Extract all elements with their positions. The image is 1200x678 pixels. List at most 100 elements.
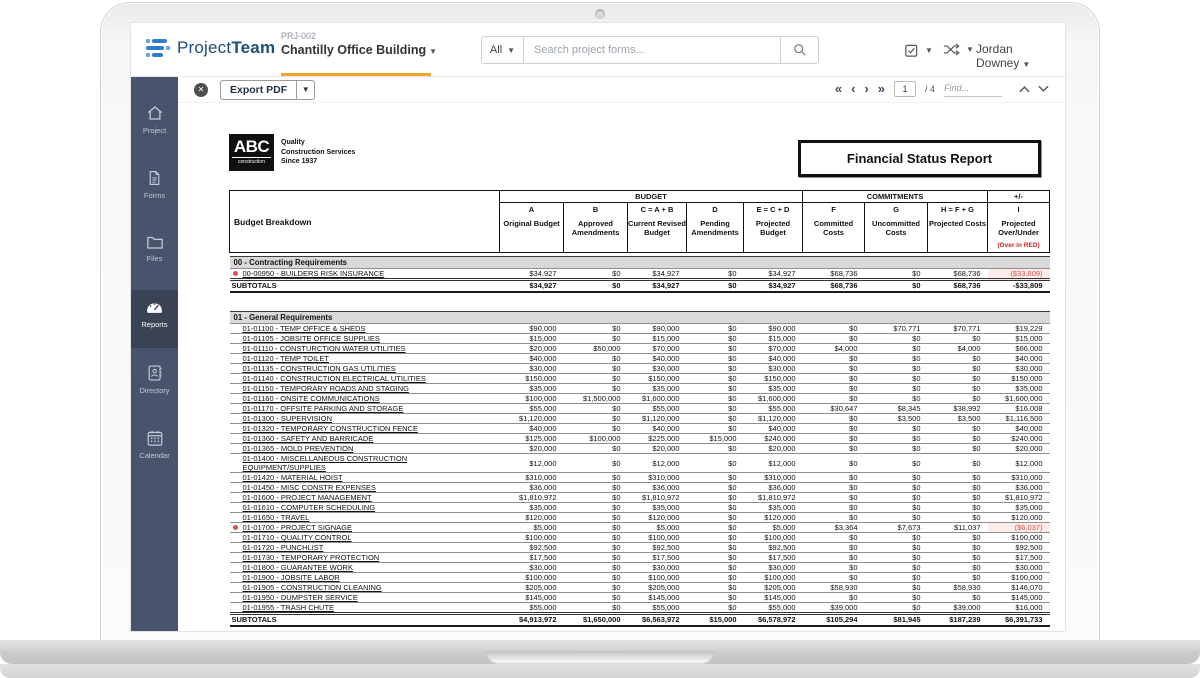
search-button[interactable] — [780, 37, 818, 63]
budget-line-link[interactable]: 01-01900 - JOBSITE LABOR — [242, 573, 340, 582]
budget-line-link[interactable]: 01-01710 - QUALITY CONTROL — [242, 533, 352, 542]
budget-line-row[interactable]: 01-01955 - TRASH CHUTE $55,000 $0 $55,000 $0… — [229, 602, 1050, 614]
budget-line-link[interactable]: 01-01320 - TEMPORARY CONSTRUCTION FENCE — [242, 424, 418, 433]
budget-line-link[interactable]: 01-01400 - MISCELLANEOUS CONSTRUCTION EQU… — [242, 454, 408, 472]
budget-line-row[interactable]: 01-01420 - MATERIAL HOIST $310,000 $0 $310,… — [229, 472, 1050, 483]
budget-line-row[interactable]: 01-01800 - GUARANTEE WORK $30,000 $0 $30,00… — [229, 562, 1050, 573]
next-page-button[interactable]: › — [864, 81, 869, 96]
budget-line-row[interactable]: 01-01365 - MOLD PREVENTION $20,000 $0 $20,0… — [229, 443, 1050, 454]
tasks-menu-button[interactable]: ▼ — [904, 43, 933, 58]
sidebar-item-directory[interactable]: Directory — [131, 355, 178, 413]
budget-line-row[interactable]: 01-01120 - TEMP TOILET $40,000 $0 $40,000 $0… — [229, 353, 1050, 364]
budget-line-row[interactable]: 01-01400 - MISCELLANEOUS CONSTRUCTION EQU… — [229, 453, 1050, 473]
budget-line-row[interactable]: 00-00950 - BUILDERS RISK INSURANCE $34,92… — [229, 268, 1050, 280]
budget-line-row[interactable]: 01-01450 - MISC CONSTR EXPENSES $36,000 $0… — [229, 482, 1050, 493]
budget-value: $1,810,972 — [743, 492, 803, 503]
budget-line-row[interactable]: 01-01150 - TEMPORARY ROADS AND STAGING $3… — [229, 383, 1050, 394]
budget-line-link[interactable]: 01-01150 - TEMPORARY ROADS AND STAGING — [242, 384, 409, 393]
budget-line-link[interactable]: 01-01650 - TRAVEL — [242, 513, 310, 522]
budget-line-link[interactable]: 01-01300 - SUPERVISION — [242, 414, 333, 423]
budget-line-link[interactable]: 01-01105 - JOBSITE OFFICE SUPPLIES — [242, 334, 380, 343]
search-input[interactable]: Search project forms... — [534, 44, 645, 56]
budget-line-row[interactable]: 01-01950 - DUMPSTER SERVICE $145,000 $0 $14… — [229, 592, 1050, 603]
last-page-button[interactable]: » — [877, 81, 885, 96]
budget-line-row[interactable]: 01-01650 - TRAVEL $120,000 $0 $120,000 $0 $12… — [229, 512, 1050, 523]
budget-line-link[interactable]: 01-01955 - TRASH CHUTE — [242, 603, 335, 612]
export-dropdown-toggle[interactable]: ▼ — [296, 81, 314, 99]
budget-line-row[interactable]: 01-01905 - CONSTRUCTION CLEANING $205,000… — [229, 582, 1050, 593]
budget-line-row[interactable]: 01-01700 - PROJECT SIGNAGE $5,000 $0 $5,000… — [229, 522, 1050, 533]
budget-line-link[interactable]: 01-01905 - CONSTRUCTION CLEANING — [242, 583, 382, 592]
budget-line-row[interactable]: 01-01110 - CONSTURCTION WATER UTILITIES $… — [229, 343, 1050, 354]
first-page-button[interactable]: « — [834, 81, 843, 96]
close-report-button[interactable]: ✕ — [194, 83, 208, 97]
sidebar-item-files[interactable]: Files — [131, 225, 178, 283]
budget-line-row[interactable]: 01-01360 - SAFETY AND BARRICADE $125,000 $… — [229, 433, 1050, 444]
budget-line-row[interactable]: 01-01135 - CONSTRUCTION GAS UTILITIES $30… — [229, 363, 1050, 374]
find-prev-button chevron-up-icon[interactable] — [1019, 85, 1030, 93]
budget-line-link[interactable]: 01-01730 - TEMPORARY PROTECTION — [242, 553, 380, 562]
brand-logo[interactable]: ProjectTeam — [146, 37, 275, 59]
budget-value: $40,000 — [987, 353, 1050, 364]
sidebar-item-forms[interactable]: Forms — [131, 160, 178, 218]
budget-line-link[interactable]: 01-01610 - COMPUTER SCHEDULING — [242, 503, 376, 512]
budget-line-link[interactable]: 01-01170 - OFFSITE PARKING AND STORAGE — [242, 404, 404, 413]
budget-line-row[interactable]: 01-01320 - TEMPORARY CONSTRUCTION FENCE $… — [229, 423, 1050, 434]
budget-line-link[interactable]: 01-01140 - CONSTRUCTION ELECTRICAL UTILI… — [242, 374, 426, 383]
budget-value: $0 — [802, 492, 865, 503]
budget-line-link[interactable]: 01-01160 - ONSITE COMMUNICATIONS — [242, 394, 380, 403]
budget-value: $0 — [563, 443, 628, 454]
budget-line-link[interactable]: 01-01360 - SAFETY AND BARRICADE — [242, 434, 374, 443]
budget-value: $0 — [563, 423, 628, 434]
budget-line-row[interactable]: 01-01160 - ONSITE COMMUNICATIONS $100,000… — [229, 393, 1050, 404]
budget-line-link[interactable]: 01-01100 - TEMP OFFICE & SHEDS — [242, 324, 366, 333]
budget-line-row[interactable]: 01-01300 - SUPERVISION $1,120,000 $0 $1,120… — [229, 413, 1050, 424]
prev-page-button[interactable]: ‹ — [851, 81, 856, 96]
search-filter-dropdown[interactable]: All ▼ — [482, 37, 524, 63]
budget-line-row[interactable]: 01-01600 - PROJECT MANAGEMENT $1,810,972 $… — [229, 492, 1050, 503]
budget-line-row[interactable]: 01-01730 - TEMPORARY PROTECTION $17,500 $0… — [229, 552, 1050, 563]
budget-value: $5,000 — [499, 522, 564, 533]
budget-line-row[interactable]: 01-01710 - QUALITY CONTROL $100,000 $0 $100… — [229, 532, 1050, 543]
chevron-down-icon: ▼ — [925, 46, 933, 55]
workflow-menu-button[interactable]: ▼ — [943, 43, 974, 56]
page-number-input[interactable]: 1 — [893, 81, 916, 97]
user-menu[interactable]: Jordan Downey ▼ — [976, 42, 1065, 70]
close-icon: ✕ — [197, 85, 205, 94]
budget-line-row[interactable]: 01-01140 - CONSTRUCTION ELECTRICAL UTILI… — [229, 373, 1050, 384]
budget-line-link[interactable]: 01-01800 - GUARANTEE WORK — [242, 563, 353, 572]
budget-line-link[interactable]: 00-00950 - BUILDERS RISK INSURANCE — [242, 269, 385, 278]
budget-line-link[interactable]: 01-01600 - PROJECT MANAGEMENT — [242, 493, 372, 502]
sidebar-item-reports[interactable]: Reports — [131, 290, 178, 348]
budget-line-row[interactable]: 01-01105 - JOBSITE OFFICE SUPPLIES $15,00… — [229, 333, 1050, 344]
export-pdf-button[interactable]: Export PDF ▼ — [220, 80, 316, 100]
budget-line-link[interactable]: 01-01110 - CONSTURCTION WATER UTILITIES — [242, 344, 406, 353]
budget-value: $0 — [864, 572, 928, 583]
budget-line-link[interactable]: 01-01420 - MATERIAL HOIST — [242, 473, 343, 482]
find-input[interactable]: Find... — [944, 81, 1002, 97]
project-code: PRJ-002 — [281, 31, 317, 41]
budget-line-link[interactable]: 01-01365 - MOLD PREVENTION — [242, 444, 354, 453]
budget-line-link[interactable]: 01-01720 - PUNCHLIST — [242, 543, 324, 552]
budget-line-row[interactable]: 01-01900 - JOBSITE LABOR $100,000 $0 $100,0… — [229, 572, 1050, 583]
budget-line-link[interactable]: 01-01135 - CONSTRUCTION GAS UTILITIES — [242, 364, 396, 373]
find-next-button chevron-down-icon[interactable] — [1038, 85, 1049, 93]
budget-value: $34,927 — [499, 268, 564, 280]
budget-line-link[interactable]: 01-01120 - TEMP TOILET — [242, 354, 329, 363]
budget-value: $100,000 — [499, 393, 564, 404]
project-selector[interactable]: PRJ-002 Chantilly Office Building ▼ — [281, 31, 437, 57]
budget-line-row[interactable]: 01-01610 - COMPUTER SCHEDULING $35,000 $0 $… — [229, 502, 1050, 513]
sidebar-item-project[interactable]: Project — [131, 95, 178, 153]
sidebar-item-calendar[interactable]: Calendar — [131, 420, 178, 478]
budget-line-row[interactable]: 01-01100 - TEMP OFFICE & SHEDS $90,000 $0 $… — [229, 323, 1050, 334]
budget-line-link[interactable]: 01-01450 - MISC CONSTR EXPENSES — [242, 483, 376, 492]
budget-line-row[interactable]: 01-01720 - PUNCHLIST $92,500 $0 $92,500 $0 $9… — [229, 542, 1050, 553]
budget-value: $0 — [802, 323, 865, 334]
budget-value: $0 — [686, 363, 744, 374]
budget-line-link[interactable]: 01-01700 - PROJECT SIGNAGE — [242, 523, 353, 532]
budget-line-link[interactable]: 01-01950 - DUMPSTER SERVICE — [242, 593, 358, 602]
budget-value: $0 — [802, 443, 865, 454]
budget-value: $0 — [563, 453, 628, 473]
budget-line-row[interactable]: 01-01170 - OFFSITE PARKING AND STORAGE $5… — [229, 403, 1050, 414]
budget-value: $0 — [563, 542, 628, 553]
